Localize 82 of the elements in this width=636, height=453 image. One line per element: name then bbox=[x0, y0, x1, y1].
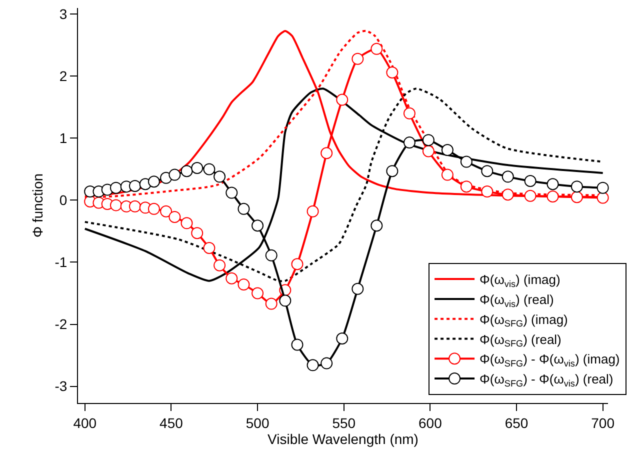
point bbox=[110, 182, 122, 194]
point bbox=[306, 359, 319, 372]
point bbox=[352, 282, 364, 295]
y-tick-label: 0 bbox=[59, 192, 68, 208]
point bbox=[168, 168, 181, 181]
point bbox=[291, 258, 304, 270]
point bbox=[403, 136, 416, 149]
point bbox=[386, 165, 398, 178]
point bbox=[191, 162, 204, 174]
point bbox=[226, 272, 238, 284]
legend-label: Φ(ω$_{vis}$) (imag) bbox=[480, 272, 560, 289]
x-tick-label: 550 bbox=[332, 414, 356, 431]
point bbox=[160, 205, 172, 218]
point bbox=[128, 200, 141, 212]
point bbox=[422, 145, 434, 158]
y-tick-label: 3 bbox=[59, 6, 68, 22]
point bbox=[226, 186, 238, 199]
point bbox=[460, 180, 472, 193]
point bbox=[252, 220, 264, 232]
point bbox=[203, 163, 216, 176]
point bbox=[320, 357, 333, 370]
point bbox=[386, 66, 398, 78]
point bbox=[279, 294, 292, 307]
point bbox=[191, 227, 204, 240]
y-tick-label: -1 bbox=[54, 254, 68, 270]
legend-label: Φ(ω$_{SFG}$) - Φ(ω$_{vis}$) (real) bbox=[480, 372, 614, 388]
point bbox=[265, 298, 278, 310]
point bbox=[370, 42, 383, 55]
point bbox=[546, 190, 559, 203]
point bbox=[524, 175, 536, 188]
point bbox=[291, 338, 304, 351]
point bbox=[214, 259, 226, 272]
point bbox=[502, 170, 514, 183]
point bbox=[422, 134, 434, 146]
x-tick-label: 700 bbox=[591, 414, 615, 431]
y-tick-label: -3 bbox=[54, 378, 68, 394]
point bbox=[524, 190, 536, 202]
y-tick-label: -2 bbox=[54, 316, 68, 332]
point bbox=[320, 147, 333, 160]
x-tick-label: 650 bbox=[504, 414, 528, 431]
point bbox=[110, 199, 122, 212]
point bbox=[238, 202, 250, 215]
point bbox=[336, 332, 348, 345]
point bbox=[252, 287, 264, 300]
x-tick-label: 500 bbox=[246, 414, 270, 431]
legend-label: Φ(ω$_{vis}$) (real) bbox=[480, 292, 554, 309]
x-tick-label: 600 bbox=[418, 414, 442, 431]
point bbox=[481, 186, 494, 198]
legend-label: Φ(ω$_{SFG}$) - Φ(ω$_{vis}$) (imag) bbox=[480, 352, 620, 368]
point bbox=[336, 94, 348, 106]
point bbox=[128, 180, 141, 192]
point bbox=[180, 165, 193, 178]
point bbox=[460, 156, 472, 168]
point bbox=[441, 144, 454, 156]
point bbox=[570, 180, 583, 193]
point bbox=[214, 170, 226, 183]
point bbox=[265, 249, 278, 262]
y-axis-title: Φ function bbox=[29, 173, 46, 238]
point bbox=[502, 188, 514, 201]
point bbox=[596, 192, 609, 204]
point bbox=[203, 242, 216, 254]
point bbox=[168, 210, 181, 223]
point bbox=[352, 52, 364, 65]
point bbox=[481, 165, 494, 178]
legend-label: Φ(ω$_{SFG}$) (imag) bbox=[480, 312, 568, 329]
point bbox=[148, 202, 160, 215]
point bbox=[441, 168, 454, 181]
point bbox=[306, 205, 319, 218]
y-tick-label: 2 bbox=[59, 68, 68, 84]
x-axis-title: Visible Wavelength (nm) bbox=[268, 431, 418, 448]
point bbox=[148, 176, 160, 188]
point bbox=[180, 217, 193, 230]
point bbox=[596, 182, 609, 194]
x-tick-label: 450 bbox=[160, 414, 184, 431]
point bbox=[370, 220, 383, 232]
point bbox=[238, 278, 250, 291]
x-tick-label: 400 bbox=[73, 414, 97, 431]
point bbox=[546, 178, 559, 190]
y-tick-label: 1 bbox=[59, 130, 68, 146]
point bbox=[570, 191, 583, 204]
legend-label: Φ(ω$_{SFG}$) (real) bbox=[480, 332, 562, 349]
point bbox=[403, 107, 416, 120]
